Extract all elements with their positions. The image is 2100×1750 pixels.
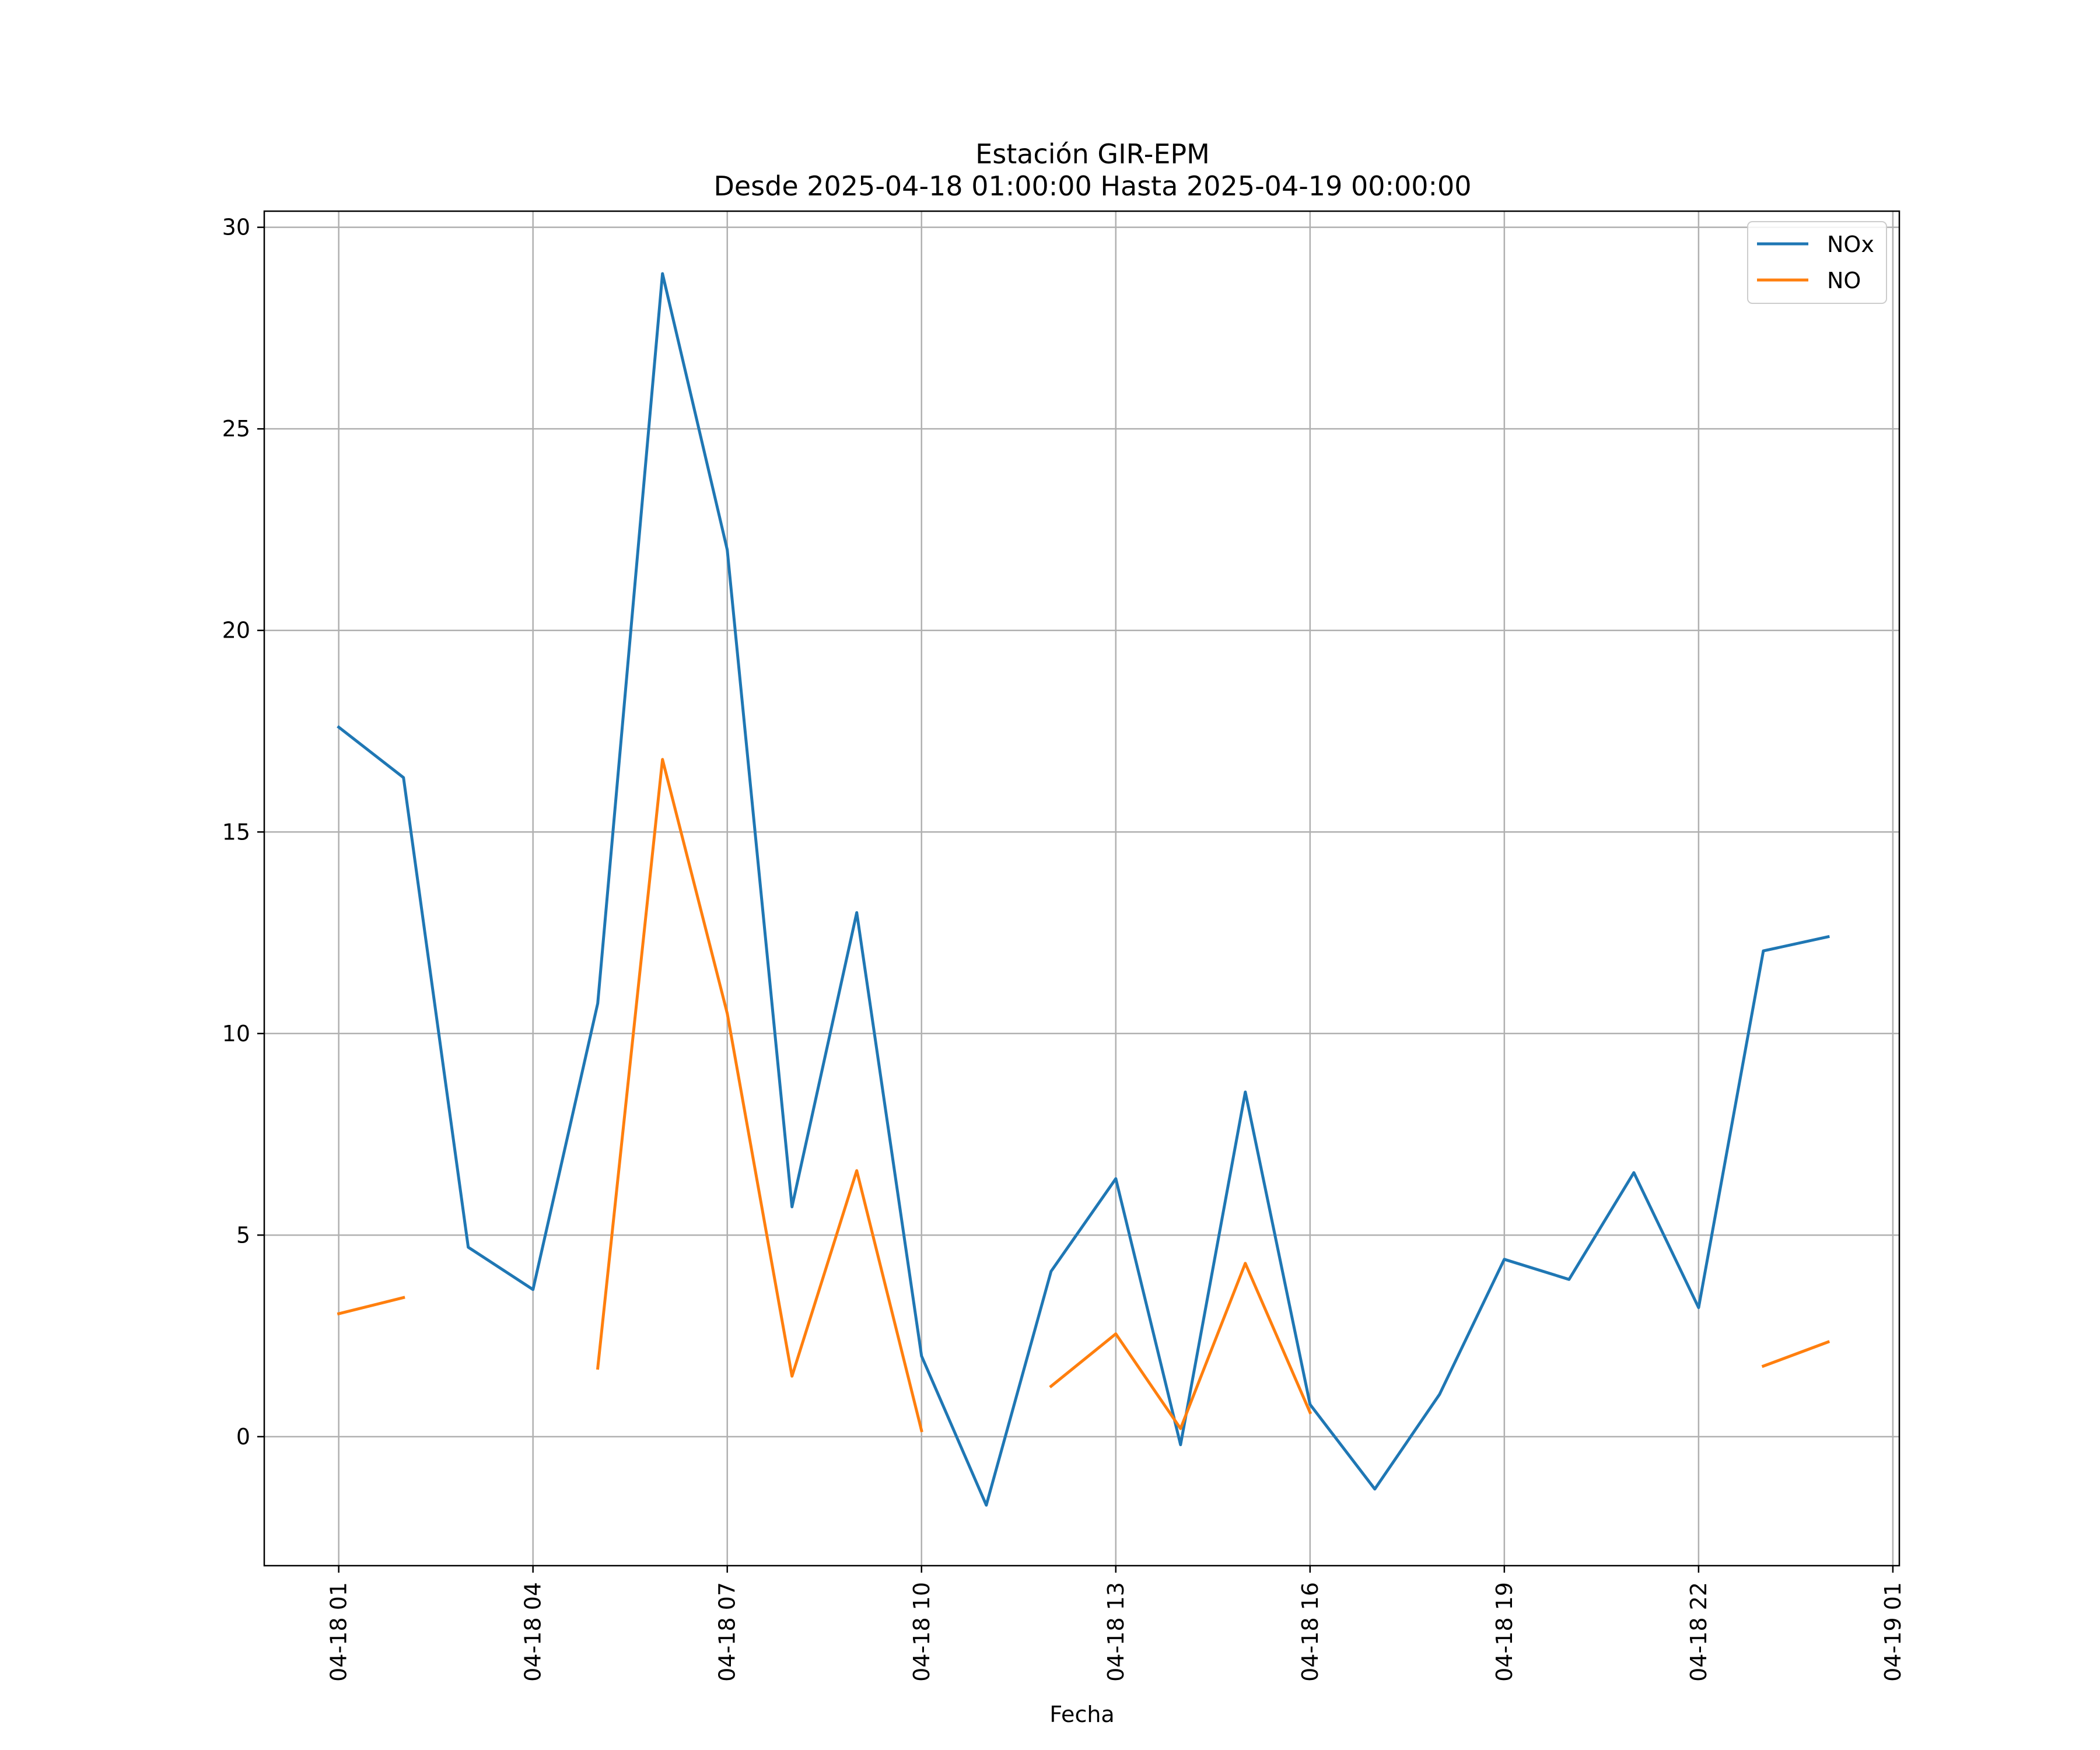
no-series-line [596, 758, 923, 1433]
y-tick-label: 15 [222, 819, 250, 845]
legend: NOx NO [1747, 221, 1887, 304]
x-tick-label: 04-18 19 [1492, 1582, 1517, 1682]
grid-lines [264, 211, 1899, 1566]
nox-legend-label: NOx [1827, 232, 1874, 257]
x-axis-label: Fecha [1049, 1702, 1114, 1727]
y-tick-label: 30 [222, 215, 250, 240]
no-series-line [337, 1296, 405, 1316]
series-lines [337, 272, 1831, 1507]
x-tick-label: 04-18 01 [326, 1582, 352, 1682]
x-tick-label: 04-18 16 [1297, 1582, 1323, 1682]
nox-series-line [337, 272, 1830, 1507]
y-tick-label: 20 [222, 618, 250, 643]
y-tick-label: 5 [236, 1222, 250, 1248]
x-tick-label: 04-18 07 [715, 1582, 740, 1682]
no-series-line [1761, 1340, 1831, 1368]
axis-ticks: 04-18 01 04-18 04 04-18 07 04-18 10 04-18 13… [222, 215, 1906, 1682]
plot-frame [263, 210, 1901, 1567]
x-tick-label: 04-18 22 [1686, 1582, 1712, 1682]
legend-box [1747, 221, 1887, 304]
y-tick-label: 0 [236, 1424, 250, 1450]
x-tick-label: 04-19 01 [1880, 1582, 1906, 1682]
y-tick-label: 10 [222, 1021, 250, 1046]
x-tick-label: 04-18 04 [520, 1582, 546, 1682]
y-tick-label: 25 [222, 416, 250, 442]
x-tick-label: 04-18 10 [909, 1582, 935, 1682]
no-legend-label: NO [1827, 268, 1861, 293]
x-tick-label: 04-18 13 [1103, 1582, 1129, 1682]
chart-title: Estación GIR-EPM [975, 138, 1210, 170]
no-series-line [1049, 1262, 1312, 1430]
chart-subtitle: Desde 2025-04-18 01:00:00 Hasta 2025-04-… [713, 170, 1471, 202]
